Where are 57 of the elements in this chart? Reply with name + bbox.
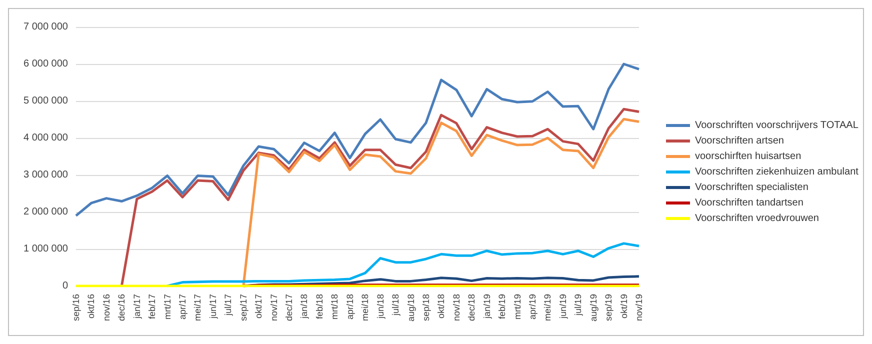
x-tick-label: feb/17 xyxy=(147,294,158,320)
x-tick-label: jul/18 xyxy=(390,294,401,317)
line-series xyxy=(242,118,640,288)
x-tick-label: mei/19 xyxy=(542,294,553,322)
line-series xyxy=(120,108,640,288)
x-tick-label: jun/18 xyxy=(375,294,386,320)
line-series xyxy=(166,242,640,288)
x-tick-label: feb/18 xyxy=(314,294,324,320)
legend-label: Voorschriften tandartsen xyxy=(695,198,804,208)
x-tick-label: mei/17 xyxy=(192,294,203,322)
legend-label: Voorschriften artsen xyxy=(695,136,784,146)
x-tick-label: jun/17 xyxy=(208,294,218,320)
x-tick-label: jan/18 xyxy=(299,294,310,320)
x-tick-label: mei/18 xyxy=(360,294,370,322)
x-tick-label: okt/19 xyxy=(618,294,629,319)
y-tick-label: 3 000 000 xyxy=(24,170,68,180)
x-tick-label: aug/18 xyxy=(406,294,416,322)
x-tick-label: nov/18 xyxy=(451,294,462,322)
x-tick-label: jan/19 xyxy=(482,294,492,320)
x-tick-label: jun/19 xyxy=(558,294,568,320)
legend-label: Voorschriften voorschrijvers TOTAAL xyxy=(695,120,859,131)
x-tick-label: mrt/18 xyxy=(330,294,340,320)
x-tick-label: sep/16 xyxy=(71,294,81,322)
x-tick-label: nov/16 xyxy=(101,294,112,322)
y-tick-label: 2 000 000 xyxy=(24,206,68,218)
x-tick-label: okt/17 xyxy=(254,294,264,319)
legend-label: voorschirften huisartsen xyxy=(695,151,802,162)
y-tick-label: 7 000 000 xyxy=(24,22,68,32)
x-tick-label: dec/18 xyxy=(466,294,477,322)
x-tick-label: aug/19 xyxy=(588,294,598,322)
x-tick-label: jul/17 xyxy=(223,294,234,317)
x-tick-label: okt/16 xyxy=(86,294,96,319)
x-tick-label: okt/18 xyxy=(436,294,446,319)
legend-label: Voorschriften specialisten xyxy=(695,182,808,193)
x-tick-label: apr/19 xyxy=(527,294,538,320)
x-tick-label: apr/18 xyxy=(344,294,355,320)
y-tick-label: 4 000 000 xyxy=(24,132,68,144)
x-tick-label: mrt/19 xyxy=(512,294,522,320)
x-tick-label: sep/17 xyxy=(238,294,248,322)
y-tick-label: 6 000 000 xyxy=(24,58,68,70)
y-tick-label: 5 000 000 xyxy=(24,96,68,106)
x-tick-label: jul/19 xyxy=(573,294,584,317)
y-tick-label: 0 xyxy=(62,280,68,292)
x-tick-label: sep/18 xyxy=(420,294,431,322)
x-tick-label: sep/19 xyxy=(604,294,614,322)
x-tick-label: feb/19 xyxy=(497,294,508,320)
x-tick-label: dec/17 xyxy=(284,294,294,322)
legend-label: Voorschriften ziekenhuizen ambulant xyxy=(695,166,859,178)
x-tick-label: mrt/17 xyxy=(162,294,172,320)
line-series xyxy=(74,62,640,217)
x-tick-label: dec/16 xyxy=(116,294,127,322)
y-tick-label: 1 000 000 xyxy=(24,244,68,254)
legend-label: Voorschriften vroedvrouwen xyxy=(695,213,819,224)
x-tick-label: nov/19 xyxy=(634,294,644,322)
x-tick-label: nov/17 xyxy=(268,294,279,322)
x-tick-label: jan/17 xyxy=(132,294,142,320)
x-tick-label: apr/17 xyxy=(178,294,188,320)
